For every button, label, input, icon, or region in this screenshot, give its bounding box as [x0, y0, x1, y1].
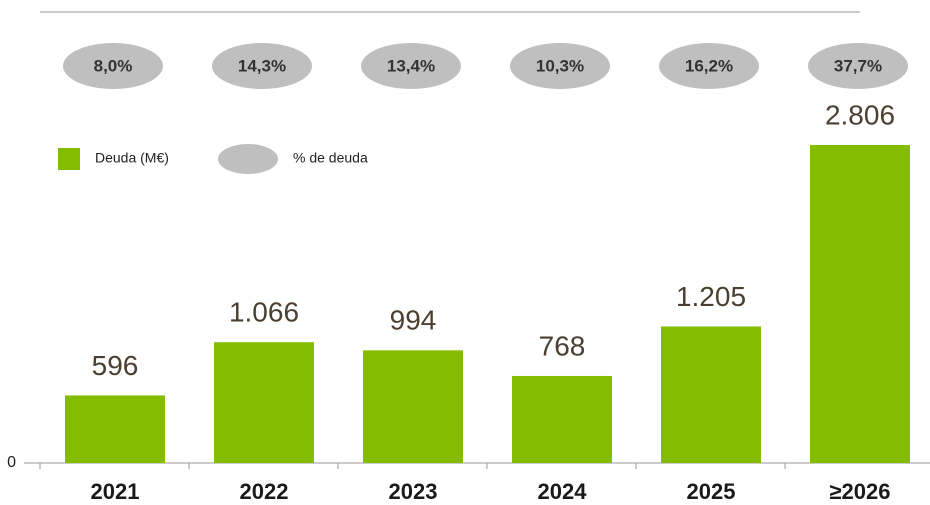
bar: [65, 395, 165, 463]
legend-swatch: [58, 148, 80, 170]
legend-label: % de deuda: [293, 150, 368, 166]
share-label: 13,4%: [387, 56, 435, 75]
share-bubble: [63, 43, 163, 89]
bar: [363, 350, 463, 463]
share-label: 8,0%: [94, 56, 133, 75]
bar: [661, 326, 761, 463]
x-tick-label: 2024: [538, 479, 588, 504]
bar: [214, 342, 314, 463]
x-tick-label: ≥2026: [829, 479, 890, 504]
data-label: 596: [92, 350, 139, 381]
bar: [810, 145, 910, 463]
share-bubble: [510, 43, 610, 89]
data-label: 1.205: [676, 281, 746, 312]
data-label: 768: [539, 330, 586, 361]
data-label: 994: [390, 305, 437, 336]
legend-label: Deuda (M€): [95, 150, 169, 166]
data-label: 1.066: [229, 297, 299, 328]
share-label: 10,3%: [536, 56, 584, 75]
share-bubble: [808, 43, 908, 89]
legend-swatch: [218, 144, 278, 174]
share-bubble: [361, 43, 461, 89]
x-tick-label: 2021: [91, 479, 140, 504]
share-label: 16,2%: [685, 56, 733, 75]
data-label: 2.806: [825, 99, 895, 130]
share-label: 14,3%: [238, 56, 286, 75]
x-tick-label: 2025: [687, 479, 736, 504]
share-bubble: [659, 43, 759, 89]
share-label: 37,7%: [834, 56, 882, 75]
x-tick-label: 2023: [389, 479, 438, 504]
y-tick-label: 0: [7, 454, 16, 471]
bar: [512, 375, 612, 463]
x-tick-label: 2022: [240, 479, 289, 504]
share-bubble: [212, 43, 312, 89]
